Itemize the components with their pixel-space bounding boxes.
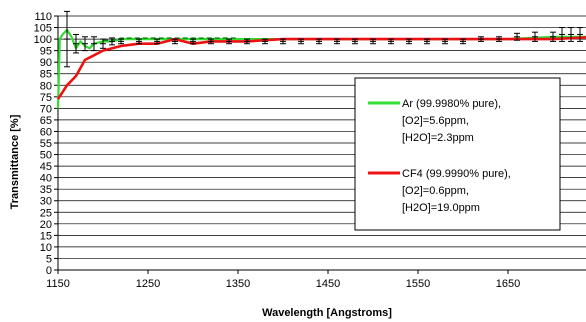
y-tick-label: 10 — [40, 242, 52, 254]
x-tick-label: 1650 — [496, 278, 520, 290]
y-tick-label: 105 — [34, 23, 52, 35]
y-tick-label: 60 — [40, 126, 52, 138]
y-tick-label: 40 — [40, 173, 52, 185]
legend-entry-cf4-label: [O2]=0.6ppm, — [402, 185, 469, 197]
y-axis-title: Transmittance [%] — [9, 114, 21, 209]
axes: 0510152025303540455055606570758085909510… — [34, 11, 586, 290]
y-tick-label: 75 — [40, 92, 52, 104]
y-tick-label: 0 — [46, 265, 52, 277]
error-bars — [64, 10, 583, 68]
x-axis-title: Wavelength [Angstroms] — [262, 307, 392, 319]
legend-entry-ar-label: [H2O]=2.3ppm — [402, 132, 474, 144]
legend-entry-cf4-label: CF4 (99.9990% pure), — [402, 168, 511, 180]
x-tick-label: 1150 — [46, 278, 70, 290]
x-tick-label: 1350 — [226, 278, 250, 290]
y-tick-label: 45 — [40, 161, 52, 173]
y-tick-label: 110 — [34, 11, 52, 23]
y-tick-label: 70 — [40, 103, 52, 115]
y-tick-label: 5 — [46, 253, 52, 265]
legend: Ar (99.9980% pure), [O2]=5.6ppm, [H2O]=2.3… — [354, 77, 561, 231]
y-tick-label: 100 — [34, 34, 52, 46]
y-tick-label: 25 — [40, 207, 52, 219]
y-tick-label: 30 — [40, 196, 52, 208]
y-tick-label: 80 — [40, 80, 52, 92]
y-tick-label: 50 — [40, 150, 52, 162]
y-tick-label: 95 — [40, 46, 52, 58]
ar-series-dashed — [103, 37, 238, 42]
legend-entry-ar-label: Ar (99.9980% pure), — [402, 98, 501, 110]
y-tick-label: 90 — [40, 57, 52, 69]
y-tick-label: 55 — [40, 138, 52, 150]
y-tick-label: 85 — [40, 69, 52, 81]
y-tick-label: 65 — [40, 115, 52, 127]
legend-entry-cf4-label: [H2O]=19.0ppm — [402, 202, 480, 214]
y-tick-label: 35 — [40, 184, 52, 196]
x-tick-label: 1250 — [136, 278, 160, 290]
x-tick-label: 1450 — [316, 278, 340, 290]
y-tick-label: 20 — [40, 219, 52, 231]
y-tick-label: 15 — [40, 230, 52, 242]
legend-entry-ar-label: [O2]=5.6ppm, — [402, 115, 469, 127]
x-tick-label: 1550 — [406, 278, 430, 290]
